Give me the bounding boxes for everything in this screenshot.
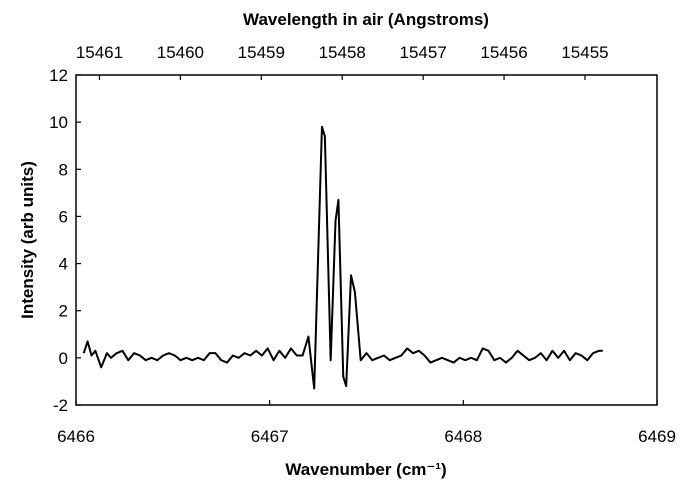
x2-tick-label: 15458 bbox=[319, 43, 366, 62]
x-axis-title: Wavenumber (cm⁻¹) bbox=[285, 460, 446, 479]
y-tick-label: -2 bbox=[53, 396, 68, 415]
x-tick-label: 6469 bbox=[638, 427, 676, 446]
y-axis-title: Intensity (arb units) bbox=[18, 161, 37, 319]
plot-frame bbox=[75, 74, 658, 406]
y-tick-label: 12 bbox=[49, 66, 68, 85]
y-tick-label: 10 bbox=[49, 113, 68, 132]
y-tick-label: 0 bbox=[59, 349, 68, 368]
y-tick-label: 6 bbox=[59, 207, 68, 226]
x2-tick-label: 15457 bbox=[400, 43, 447, 62]
x2-axis-title: Wavelength in air (Angstroms) bbox=[243, 10, 489, 29]
x2-tick-label: 15460 bbox=[157, 43, 204, 62]
x2-tick-label: 15459 bbox=[238, 43, 285, 62]
data-line bbox=[82, 125, 603, 390]
x2-tick-label: 15456 bbox=[480, 43, 527, 62]
y-tick-label: 4 bbox=[59, 255, 68, 274]
x2-tick-label: 15461 bbox=[76, 43, 123, 62]
x-tick-label: 6468 bbox=[444, 427, 482, 446]
x-tick-label: 6466 bbox=[57, 427, 95, 446]
y-tick-label: 8 bbox=[59, 160, 68, 179]
x-tick-label: 6467 bbox=[251, 427, 289, 446]
x2-tick-label: 15455 bbox=[561, 43, 608, 62]
y-tick-label: 2 bbox=[59, 302, 68, 321]
